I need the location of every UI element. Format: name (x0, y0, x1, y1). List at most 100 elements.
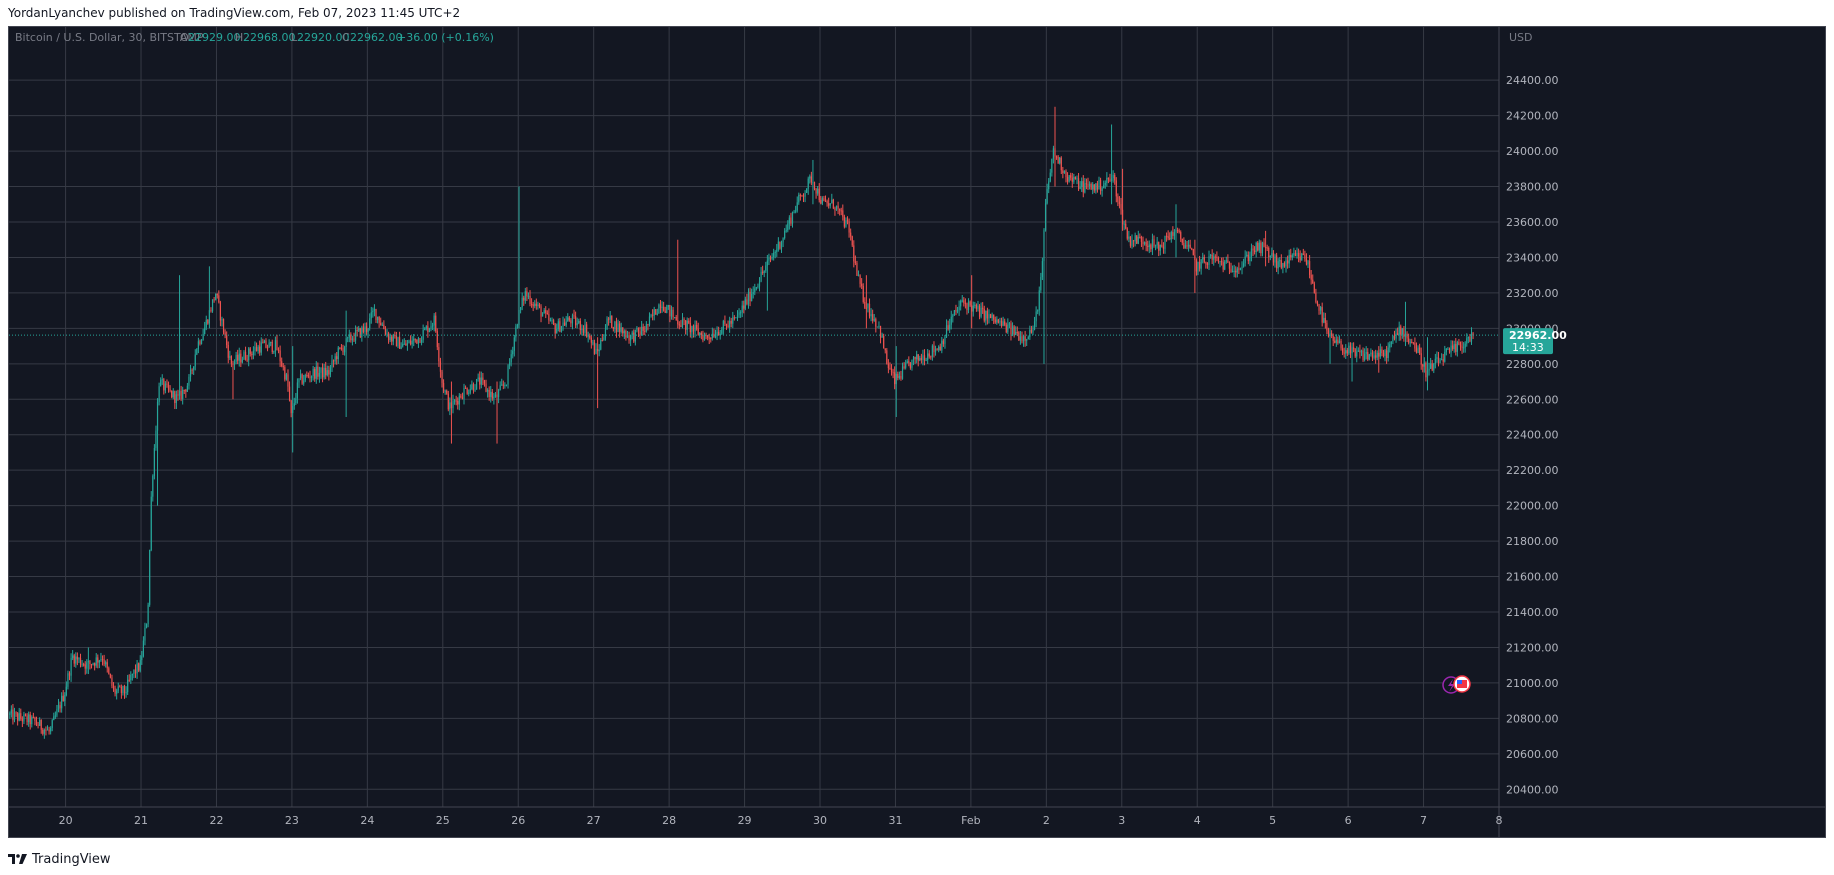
candle-body (479, 377, 481, 385)
candle-body (1172, 231, 1174, 236)
candle-body (1081, 181, 1083, 188)
candle-body (145, 624, 148, 628)
candle-body (279, 350, 281, 362)
candle-body (884, 348, 886, 351)
candle-body (403, 343, 405, 345)
candle-body (1470, 333, 1473, 342)
candle-body (1010, 323, 1012, 335)
candle-body (177, 394, 179, 396)
candle-body (914, 356, 916, 360)
candle-body (974, 304, 976, 306)
candle-body (1285, 260, 1287, 267)
candle-body (1353, 347, 1355, 350)
candle-body (1175, 229, 1177, 233)
candle-body (542, 313, 544, 317)
candle-body (1277, 261, 1279, 269)
candle-body (879, 325, 882, 338)
candle-body (194, 354, 196, 367)
candle-body (364, 326, 366, 332)
candle-body (905, 363, 907, 368)
candle-body (1107, 177, 1110, 180)
time-tick-label: 2 (1043, 814, 1050, 827)
candle-body (609, 315, 611, 320)
candle-body (1326, 322, 1328, 331)
candle-body (729, 320, 731, 328)
tradingview-brand[interactable]: TradingView (32, 851, 111, 867)
candle-body (945, 325, 948, 337)
candle-body (392, 334, 394, 342)
candle-body (1165, 235, 1168, 237)
candle-body (185, 389, 187, 392)
candle-body (1018, 332, 1020, 341)
candle-body (1173, 232, 1176, 236)
candle-body (798, 194, 800, 203)
candle-body (1420, 353, 1422, 365)
candle-body (1431, 363, 1433, 371)
candle-body (1409, 341, 1411, 343)
candle-body (980, 307, 982, 317)
candle-body (1162, 246, 1165, 249)
candle-body (1378, 352, 1380, 357)
candle-body (494, 394, 497, 397)
candle-body (334, 356, 336, 362)
chart-frame[interactable]: 20400.00 20600.00 20800.00 21000.00 21200.00… (8, 26, 1826, 838)
candle-body (375, 308, 377, 321)
candle-body (667, 305, 669, 307)
price-tick-label: 21400.00 (1506, 606, 1559, 619)
candle-body (90, 663, 93, 665)
event-icons[interactable] (1442, 675, 1471, 694)
candle-body (584, 324, 586, 333)
candle-body (784, 231, 786, 239)
candle-body (347, 337, 349, 339)
candle-body (1084, 183, 1086, 193)
candle-body (906, 361, 908, 364)
candle-body (1342, 348, 1344, 353)
candle-body (600, 339, 602, 350)
candle-body (1345, 350, 1347, 354)
candle-body (813, 182, 816, 189)
last-price-badge: 22962.00 14:33 (1503, 328, 1567, 355)
candle-body (1093, 184, 1095, 191)
candle-body (271, 341, 273, 352)
candle-body (719, 333, 721, 336)
candle-body (615, 321, 618, 333)
candle-body (273, 351, 275, 353)
candle-body (276, 340, 278, 351)
candle-body (760, 271, 762, 282)
candle-body (997, 319, 1000, 323)
candle-body (248, 348, 250, 361)
bar-countdown: 14:33 (1512, 341, 1544, 354)
candle-body (663, 306, 665, 311)
candle-body (763, 270, 765, 273)
candle-body (183, 389, 185, 391)
candle-body (900, 375, 902, 379)
candle-body (1386, 350, 1388, 358)
candle-body (559, 321, 561, 332)
candle-body (897, 373, 899, 378)
candle-body (116, 690, 118, 694)
candle-body (314, 368, 316, 379)
candle-body (697, 328, 699, 335)
candle-body (222, 318, 225, 333)
candle-body (1184, 245, 1187, 249)
candle-body (1117, 196, 1119, 202)
candle-body (894, 372, 896, 385)
candle-body (1260, 242, 1262, 254)
candle-body (604, 329, 607, 338)
candle-body (1362, 350, 1364, 360)
candle-body (202, 334, 204, 341)
candle-body (966, 303, 968, 310)
candle-body (270, 341, 272, 343)
candle-body (1472, 333, 1474, 336)
candle-body (1316, 301, 1319, 305)
candle-body (749, 291, 751, 302)
tradingview-logo-icon[interactable] (8, 852, 28, 866)
candlestick-chart[interactable]: 20400.00 20600.00 20800.00 21000.00 21200.00… (9, 27, 1825, 837)
candle-body (916, 354, 918, 360)
candle-body (98, 660, 100, 663)
candle-body (961, 300, 963, 302)
candle-body (1249, 256, 1251, 262)
candle-body (793, 211, 795, 213)
candle-body (1038, 290, 1040, 311)
candle-body (944, 336, 946, 344)
